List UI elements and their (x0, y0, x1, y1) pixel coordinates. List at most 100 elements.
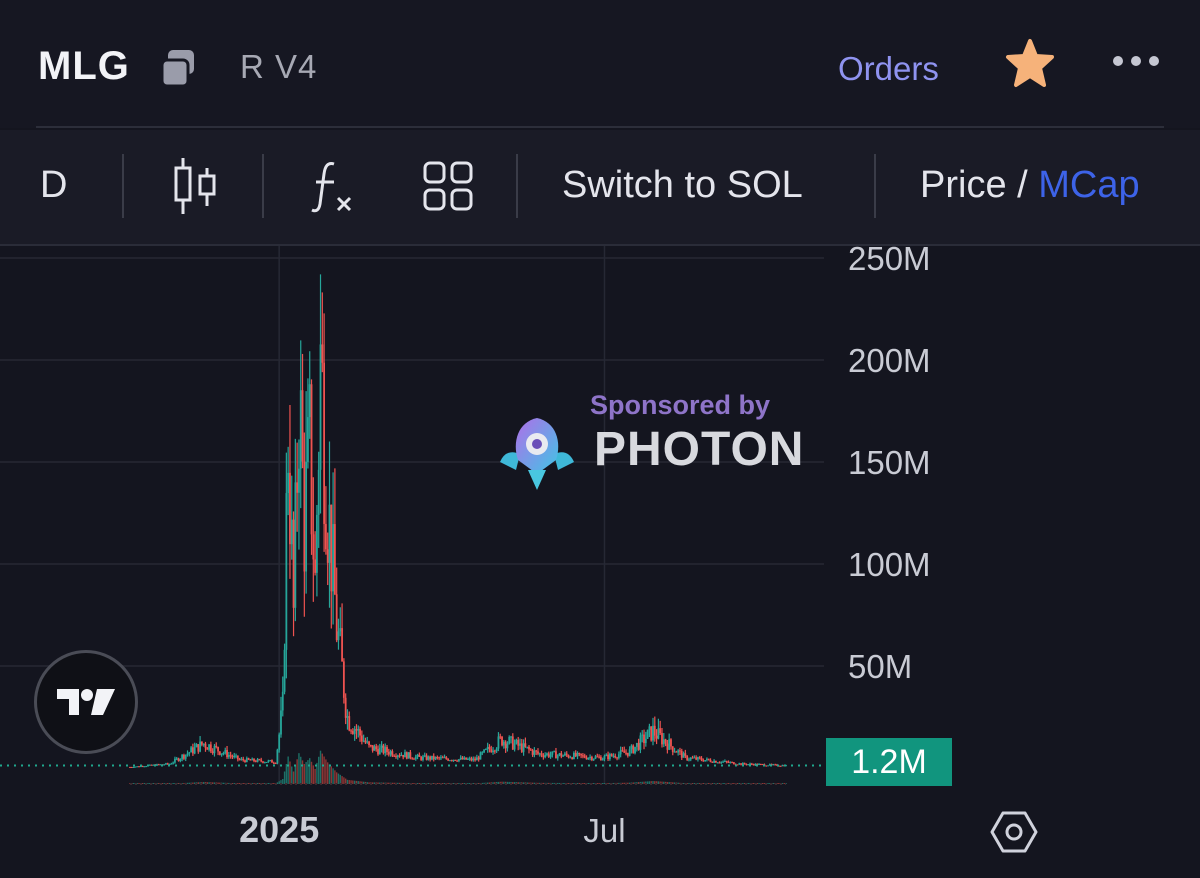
candle-body (325, 523, 327, 550)
candle-body (418, 754, 421, 757)
star-icon[interactable] (1004, 38, 1056, 90)
y-tick-label: 150M (848, 444, 931, 481)
settings-icon[interactable] (990, 810, 1038, 854)
candle-body (470, 758, 473, 761)
candle-body (217, 746, 219, 752)
volume-bar (231, 783, 234, 784)
candle-body (139, 766, 142, 768)
volume-bar (226, 782, 228, 784)
candle-body (323, 362, 326, 524)
candle-body (587, 757, 590, 760)
candle-body (722, 761, 724, 763)
volume-bar (296, 759, 298, 784)
switch-to-sol-button[interactable]: Switch to SOL (562, 164, 803, 206)
indicators-icon[interactable] (308, 158, 358, 216)
candle-body (502, 741, 505, 746)
more-icon[interactable] (1110, 50, 1162, 72)
candle-body (342, 661, 345, 698)
candle-body (582, 755, 584, 757)
candle-body (292, 519, 295, 608)
candle-body (565, 753, 568, 756)
candle-body (635, 742, 638, 747)
chart-area[interactable]: 250M 200M 150M 100M 50M 2025 Jul Sponsored by … (0, 246, 1200, 878)
candle-body (422, 756, 424, 760)
volume-bar (298, 753, 300, 784)
volume-bar (785, 783, 787, 784)
volume-bar (463, 783, 465, 784)
candle-body (580, 753, 583, 756)
volume-bar (592, 783, 595, 784)
candle-body (668, 739, 671, 750)
copy-icon[interactable] (160, 48, 202, 88)
orders-link[interactable]: Orders (838, 50, 939, 87)
candle-body (235, 755, 237, 757)
candle-body (653, 725, 656, 736)
volume-bar (621, 782, 624, 784)
candle-body (240, 758, 243, 760)
candle-body (598, 756, 600, 758)
candle-body (200, 741, 203, 745)
toolbar-separator (516, 154, 518, 218)
candle-body (529, 749, 532, 751)
volume-bar (228, 782, 230, 784)
volume-bar (645, 781, 647, 784)
candle-body (556, 755, 559, 759)
candle-body (245, 758, 248, 763)
candle-body (360, 735, 363, 742)
candle-body (596, 756, 599, 758)
candle-body (573, 752, 575, 760)
header-bar: MLG R V4 Orders (0, 0, 1200, 128)
candle-body (272, 762, 275, 764)
candlestick-icon[interactable] (170, 154, 220, 218)
volume-bar (499, 781, 501, 784)
candle-body (659, 728, 662, 734)
candle-body (519, 743, 521, 746)
volume-bar (763, 783, 766, 784)
candle-body (190, 747, 193, 753)
volume-bar (761, 783, 764, 784)
candle-body (256, 759, 259, 762)
candle-body (619, 750, 622, 755)
candle-body (141, 766, 144, 768)
candle-body (152, 764, 155, 766)
tradingview-logo[interactable] (34, 650, 138, 754)
candle-body (355, 729, 358, 731)
candle-body (781, 765, 784, 767)
volume-bar (371, 782, 374, 784)
candle-body (688, 759, 690, 761)
candle-body (621, 750, 624, 752)
volume-bar (699, 783, 701, 784)
candle-body (398, 755, 401, 757)
candle-body (679, 750, 681, 752)
volume-bar (377, 782, 379, 784)
volume-bar (758, 783, 760, 784)
interval-button[interactable]: D (40, 164, 68, 206)
price-chart[interactable]: 250M 200M 150M 100M 50M 2025 Jul (0, 246, 1200, 878)
candle-body (208, 744, 210, 750)
volume-bar (402, 782, 404, 784)
candle-body (366, 741, 369, 743)
candle-body (165, 763, 167, 765)
candle-body (211, 751, 214, 754)
candle-body (247, 758, 250, 760)
candle-body (317, 469, 320, 515)
candle-body (626, 752, 629, 756)
candle-body (447, 758, 450, 761)
candle-body (206, 747, 209, 750)
layout-icon[interactable] (422, 160, 474, 212)
price-mcap-toggle[interactable]: Price / MCap (920, 164, 1140, 207)
candle-body (337, 631, 340, 641)
volume-bar (747, 783, 749, 784)
candle-body (761, 764, 764, 766)
volume-bar (368, 782, 370, 784)
volume-bar (152, 783, 155, 784)
candle-body (382, 745, 385, 754)
candle-body (188, 752, 191, 754)
volume-bar (416, 783, 419, 784)
candle-body (378, 747, 381, 755)
candle-body (535, 750, 538, 752)
candle-body (233, 755, 236, 758)
volume-bar (783, 783, 785, 784)
volume-bar (418, 783, 421, 784)
candle-body (650, 726, 653, 741)
